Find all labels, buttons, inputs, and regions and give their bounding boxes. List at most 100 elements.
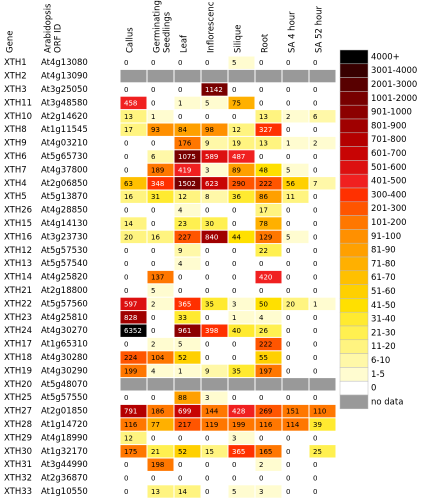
cell-value: 0 — [286, 475, 290, 483]
heat-cell — [174, 311, 201, 324]
heat-cell — [255, 270, 282, 284]
cell-value: 961 — [178, 327, 191, 335]
gene-label: XTH5 — [4, 192, 27, 202]
heat-cell — [147, 244, 174, 257]
orf-id: At4g30290 — [41, 366, 88, 376]
heat-cell — [282, 391, 309, 404]
heat-cell — [309, 284, 336, 297]
gene-label: XTH2 — [4, 72, 27, 82]
cell-value: 0 — [232, 207, 236, 215]
heat-cell — [201, 418, 228, 431]
heat-cell — [282, 83, 309, 96]
cell-value: 12 — [232, 126, 241, 134]
orf-id: At4g37800 — [41, 165, 88, 175]
cell-value: 44 — [232, 233, 241, 241]
cell-value: 7 — [313, 180, 317, 188]
legend-label: 1-5 — [371, 370, 385, 380]
legend-swatch — [339, 77, 369, 92]
orf-id: At4g28850 — [41, 206, 88, 216]
cell-value: 0 — [313, 166, 317, 174]
gene-label: XTH22 — [4, 299, 32, 309]
heat-cell — [282, 163, 309, 177]
heat-cell — [147, 431, 174, 445]
heat-cell — [120, 324, 147, 337]
cell-value: 198 — [151, 461, 164, 469]
heat-cell — [228, 284, 255, 297]
cell-value: 0 — [124, 247, 128, 255]
heat-cell — [255, 110, 282, 123]
cell-value: 52 — [178, 354, 187, 362]
heat-cell — [282, 257, 309, 270]
heat-cell — [174, 163, 201, 177]
cell-value: 0 — [259, 86, 263, 94]
cell-value: 86 — [259, 193, 268, 201]
heat-cell — [228, 337, 255, 351]
heat-cell — [174, 404, 201, 418]
legend-swatch — [339, 298, 369, 313]
column-header: Callus — [126, 27, 136, 53]
cell-value: 0 — [151, 86, 155, 94]
cell-value: 75 — [232, 99, 241, 107]
heat-cell — [228, 391, 255, 404]
heat-cell — [147, 56, 174, 69]
heat-cell — [174, 150, 201, 163]
cell-value: 0 — [178, 86, 182, 94]
legend-label: 401-500 — [371, 177, 407, 187]
heat-cell — [309, 244, 336, 257]
heat-cell — [174, 136, 201, 150]
column-header: Gene — [6, 31, 16, 53]
column-header: Seedlings — [163, 11, 173, 53]
heat-cell — [255, 244, 282, 257]
heat-cell — [228, 56, 255, 69]
heat-cell — [147, 337, 174, 351]
heat-cell — [282, 418, 309, 431]
heat-cell — [201, 203, 228, 217]
cell-value: 458 — [124, 99, 137, 107]
heat-cell — [147, 324, 174, 337]
heat-cell — [309, 83, 336, 96]
legend-label: 1001-2000 — [371, 94, 417, 104]
cell-value: 6 — [151, 153, 156, 161]
cell-value: 419 — [178, 166, 191, 174]
heat-cell — [309, 123, 336, 136]
cell-value: 40 — [232, 327, 241, 335]
cell-value: 0 — [313, 126, 317, 134]
cell-value: 327 — [259, 126, 272, 134]
gene-label: XTH25 — [4, 393, 32, 403]
cell-value: 3 — [232, 434, 236, 442]
cell-value: 1 — [313, 300, 317, 308]
legend-label: 801-900 — [371, 121, 407, 131]
orf-id: At1g32170 — [41, 447, 88, 457]
gene-label: XTH12 — [4, 246, 32, 256]
cell-value: 0 — [286, 220, 290, 228]
heat-cell — [120, 471, 147, 485]
gene-label: XTH16 — [4, 232, 32, 242]
cell-value: 0 — [232, 86, 236, 94]
heat-cell — [228, 404, 255, 418]
cell-value: 0 — [205, 341, 209, 349]
cell-value: 5 — [286, 233, 290, 241]
cell-value: 98 — [205, 126, 214, 134]
cell-value: 0 — [151, 207, 155, 215]
cell-value: 0 — [151, 394, 155, 402]
heat-cell — [201, 284, 228, 297]
gene-label: XTH15 — [4, 219, 32, 229]
column-header: ORF ID — [54, 23, 64, 53]
heat-cell — [282, 284, 309, 297]
cell-value: 0 — [178, 434, 182, 442]
heat-cell — [282, 324, 309, 337]
gene-label: XTH17 — [4, 340, 32, 350]
gene-label: XTH14 — [4, 273, 32, 283]
heat-cell — [120, 364, 147, 378]
cell-value: 35 — [205, 300, 214, 308]
heat-cell — [228, 190, 255, 203]
cell-value: 0 — [313, 193, 317, 201]
heat-cell — [228, 351, 255, 364]
gene-label: XTH10 — [4, 112, 32, 122]
cell-value: 365 — [178, 300, 191, 308]
heat-cell — [309, 203, 336, 217]
legend-label: 701-800 — [371, 135, 407, 145]
cell-value: 0 — [259, 287, 263, 295]
heat-cell — [255, 364, 282, 378]
heat-cell — [282, 96, 309, 110]
